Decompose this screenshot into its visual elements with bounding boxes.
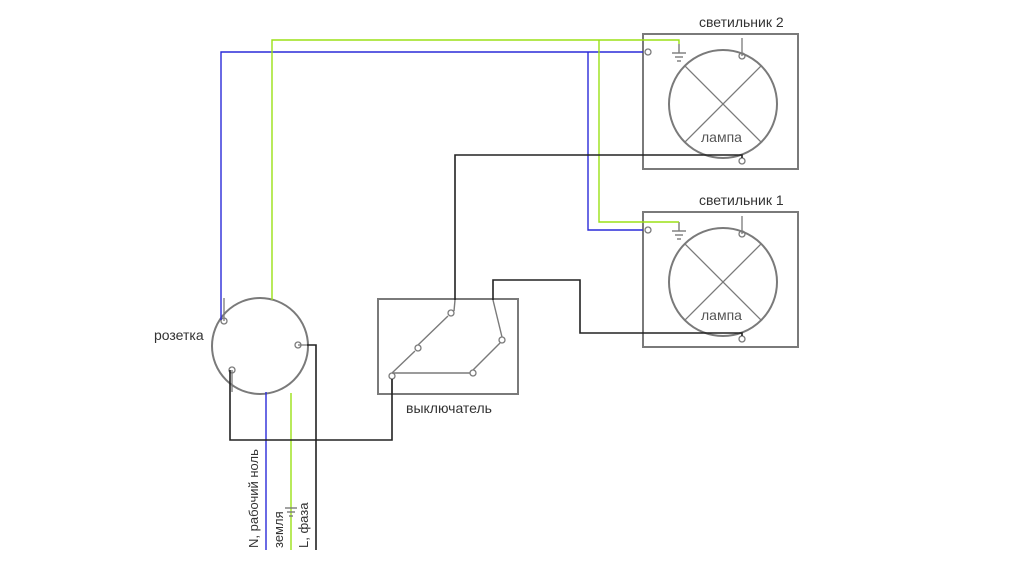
phase-label: L, фаза <box>296 502 311 548</box>
lamp-text: лампа <box>701 129 742 145</box>
ground-wires <box>272 40 679 550</box>
socket-label: розетка <box>154 327 204 343</box>
lamp-1: лампа <box>643 212 798 347</box>
wiring-diagram: розетка выключатель лампа светильник 1 л… <box>0 0 1024 576</box>
neutral-label: N, рабочий ноль <box>246 449 261 548</box>
switch-label: выключатель <box>406 400 492 416</box>
lamp1-title: светильник 1 <box>699 192 784 208</box>
socket <box>212 298 308 394</box>
lamp-2: лампа <box>643 34 798 169</box>
ground-label: земля <box>271 511 286 548</box>
switch <box>378 299 518 394</box>
lamp-text: лампа <box>701 307 742 323</box>
lamp2-title: светильник 2 <box>699 14 784 30</box>
